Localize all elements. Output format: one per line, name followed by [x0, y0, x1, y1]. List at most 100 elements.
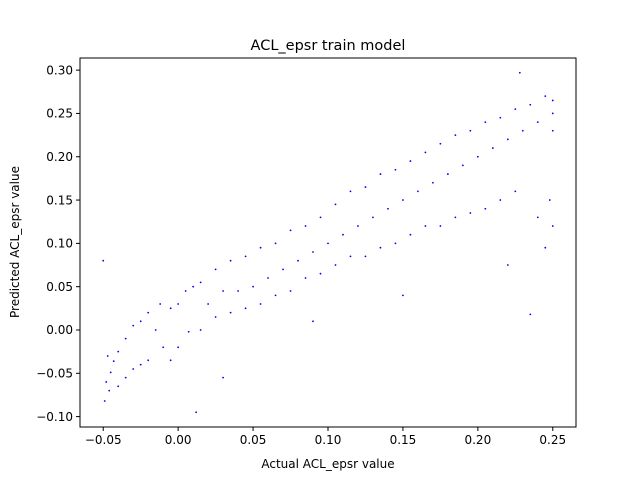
data-point	[364, 186, 367, 188]
data-point	[544, 95, 547, 98]
data-point	[282, 268, 284, 271]
data-point	[169, 359, 172, 362]
data-point	[424, 225, 427, 227]
data-point	[372, 216, 374, 219]
data-point	[312, 251, 314, 253]
data-point	[147, 311, 150, 314]
data-point	[192, 285, 195, 288]
data-point	[259, 246, 262, 249]
data-point	[214, 268, 217, 271]
data-point	[169, 307, 172, 310]
data-point	[177, 303, 180, 305]
data-point	[394, 242, 397, 245]
data-point	[108, 389, 111, 392]
data-point	[139, 363, 142, 366]
x-tick-label: 0.00	[165, 433, 192, 447]
data-point	[536, 121, 539, 123]
data-point	[124, 337, 127, 340]
data-point	[154, 329, 157, 331]
data-point	[409, 233, 412, 236]
x-tick-label: 0.05	[240, 433, 267, 447]
data-points	[102, 71, 554, 414]
data-point	[417, 190, 419, 193]
data-point	[461, 164, 464, 167]
y-axis-label: Predicted ACL_epsr value	[8, 166, 22, 318]
data-point	[229, 259, 232, 262]
data-point	[342, 233, 344, 236]
data-point	[548, 199, 551, 201]
y-tick-label: 0.05	[46, 280, 73, 294]
data-point	[319, 216, 322, 219]
data-point	[469, 212, 472, 214]
data-point	[244, 255, 247, 258]
data-point	[132, 324, 135, 327]
data-point	[109, 371, 112, 374]
data-point	[244, 307, 247, 310]
data-point	[506, 138, 509, 141]
data-point	[536, 216, 539, 219]
data-point	[102, 259, 105, 262]
data-point	[237, 290, 239, 292]
x-axis: −0.05 0.00 0.05 0.10 0.15 0.20 0.25	[85, 427, 566, 447]
x-tick-label: −0.05	[85, 433, 122, 447]
y-tick-label: −0.05	[36, 366, 73, 380]
data-point	[551, 112, 554, 115]
y-tick-label: 0.10	[46, 237, 73, 251]
data-point	[252, 285, 254, 288]
data-point	[484, 121, 487, 123]
data-point	[484, 207, 487, 210]
data-point	[132, 368, 135, 370]
x-axis-label: Actual ACL_epsr value	[261, 457, 394, 471]
data-point	[379, 246, 382, 249]
data-point	[499, 116, 502, 119]
data-point	[402, 294, 404, 297]
data-point	[195, 411, 198, 414]
data-point	[491, 147, 494, 149]
data-point	[551, 99, 554, 102]
data-point	[319, 272, 322, 275]
data-point	[187, 330, 190, 333]
data-point	[409, 160, 412, 162]
data-point	[469, 129, 472, 132]
data-point	[159, 303, 162, 305]
data-point	[106, 355, 109, 357]
data-point	[312, 320, 314, 323]
data-point	[402, 199, 404, 201]
data-point	[222, 376, 225, 379]
data-point	[514, 190, 517, 193]
data-point	[387, 207, 389, 210]
data-point	[424, 151, 427, 154]
x-tick-label: 0.10	[315, 433, 342, 447]
data-point	[289, 229, 292, 232]
data-point	[177, 346, 180, 349]
data-point	[364, 255, 367, 258]
data-point	[207, 303, 210, 305]
data-point	[289, 290, 292, 292]
data-point	[327, 242, 329, 245]
data-point	[349, 255, 352, 258]
data-point	[394, 168, 397, 171]
data-point	[117, 350, 120, 353]
data-point	[105, 381, 108, 383]
data-point	[551, 129, 554, 132]
data-point	[439, 142, 442, 145]
y-tick-label: 0.20	[46, 150, 73, 164]
data-point	[139, 320, 142, 323]
data-point	[529, 313, 532, 316]
data-point	[117, 385, 120, 388]
data-point	[297, 259, 299, 262]
data-point	[521, 129, 524, 132]
data-point	[529, 103, 532, 106]
data-point	[506, 264, 509, 266]
chart-title: ACL_epsr train model	[251, 38, 406, 54]
data-point	[379, 173, 382, 175]
data-point	[199, 329, 202, 331]
data-point	[184, 290, 187, 292]
data-point	[112, 360, 115, 363]
data-point	[518, 71, 521, 74]
data-point	[103, 400, 106, 402]
data-point	[544, 246, 547, 249]
data-point	[124, 376, 127, 379]
y-tick-label: −0.10	[36, 410, 73, 424]
